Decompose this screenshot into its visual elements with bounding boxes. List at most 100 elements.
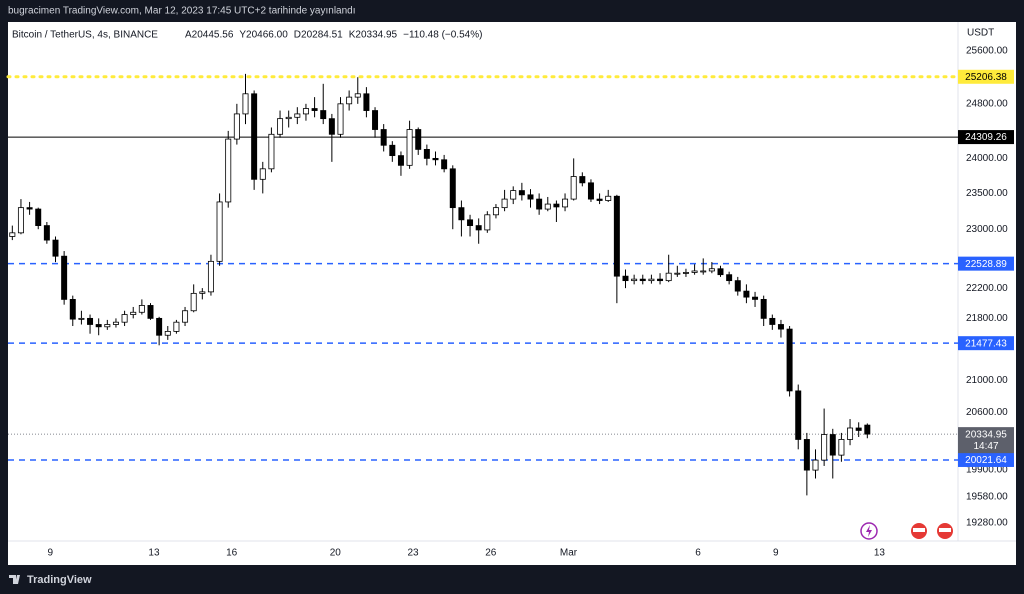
candle-body — [242, 93, 249, 115]
candle-body — [449, 168, 456, 209]
candle-body — [492, 207, 499, 216]
candle-body — [734, 280, 741, 292]
level-label: 20021.64 — [965, 455, 1007, 466]
candle-body — [363, 93, 370, 111]
candle-body — [130, 311, 137, 315]
level-label-box — [958, 256, 1014, 271]
candle-body — [95, 324, 102, 328]
candle-body — [847, 427, 854, 440]
y-tick-label: 23000.00 — [966, 224, 1008, 235]
candle-body — [562, 198, 569, 208]
candle-body — [147, 305, 154, 319]
y-tick-label: 20600.00 — [966, 407, 1008, 418]
candle-body — [233, 113, 240, 140]
x-tick-label: 26 — [485, 548, 497, 559]
candle-body — [717, 268, 724, 276]
candle-body — [173, 321, 180, 332]
y-tick-label: 19280.00 — [966, 517, 1008, 528]
candle-body — [112, 321, 119, 325]
candle-body — [35, 208, 42, 226]
x-tick-label: 13 — [148, 548, 160, 559]
x-tick-label: 9 — [48, 548, 54, 559]
candle-body — [43, 225, 50, 241]
ohlc-value: Y20466.00 — [239, 30, 288, 41]
candle-body — [829, 434, 836, 456]
events[interactable] — [860, 522, 953, 540]
candle-body — [475, 225, 482, 231]
candle-body — [9, 232, 16, 237]
candle-body — [190, 292, 197, 312]
candle-body — [786, 328, 793, 392]
candle-body — [285, 116, 292, 120]
candle-body — [674, 272, 681, 275]
candle-body — [432, 157, 439, 161]
x-tick-label: 20 — [330, 548, 342, 559]
candle-body — [104, 324, 111, 328]
x-tick-label: 23 — [407, 548, 419, 559]
candle-body — [423, 148, 430, 159]
candle-body — [795, 390, 802, 440]
candle-body — [406, 129, 413, 166]
candle-body — [743, 290, 750, 298]
candle-body — [622, 275, 629, 282]
candle-body — [372, 110, 379, 130]
candle-body — [311, 108, 318, 111]
ohlc-value: −110.48 (−0.54%) — [403, 30, 482, 41]
candle-body — [164, 330, 171, 336]
candle-body — [61, 255, 68, 300]
candle-body — [17, 207, 24, 234]
candle-body — [251, 93, 258, 180]
x-tick-label: 9 — [773, 548, 779, 559]
candle-body — [631, 278, 638, 282]
level-label: 22528.89 — [965, 259, 1007, 270]
flag-stripe — [939, 528, 951, 532]
candle-body — [769, 317, 776, 325]
candle-body — [294, 113, 301, 118]
candle-body — [855, 427, 862, 431]
candle-body — [87, 317, 94, 325]
level-label: 21477.43 — [965, 338, 1007, 349]
candle-body — [665, 272, 672, 282]
candle-body — [138, 305, 145, 313]
candle-body — [726, 274, 733, 282]
chart-panel — [8, 22, 1016, 565]
level-label: 24309.26 — [965, 132, 1007, 143]
candle-body — [864, 424, 871, 435]
ohlc-value: D20284.51 — [294, 30, 343, 41]
candle-body — [415, 129, 422, 150]
candle-body — [78, 317, 85, 320]
level-label-box — [958, 130, 1014, 145]
candle-body — [380, 129, 387, 146]
logo-text: TradingView — [27, 574, 92, 586]
y-tick-label: 25600.00 — [966, 46, 1008, 57]
candle-body — [812, 459, 819, 471]
candle-body — [467, 219, 474, 226]
candle-body — [708, 268, 715, 272]
candle-body — [441, 159, 448, 170]
candle-body — [803, 439, 810, 471]
candle-body — [648, 278, 655, 282]
candle-body — [544, 203, 551, 210]
ohlc-value: K20334.95 — [349, 30, 398, 41]
candle-body — [320, 110, 327, 120]
candle-body — [596, 198, 603, 201]
footer-logo[interactable]: TradingView — [9, 574, 92, 586]
candle-body — [605, 195, 612, 201]
candle-body — [536, 198, 543, 210]
y-tick-label: 24800.00 — [966, 98, 1008, 109]
candle-body — [682, 272, 689, 274]
candle-body — [777, 324, 784, 330]
candle-body — [838, 439, 845, 456]
candle-body — [484, 214, 491, 231]
x-tick-label: 6 — [695, 548, 701, 559]
y-tick-label: 21800.00 — [966, 313, 1008, 324]
candle-body — [700, 270, 707, 273]
candle-body — [657, 278, 664, 282]
candle-body — [518, 190, 525, 196]
candle-body — [328, 118, 335, 135]
x-tick-label: 13 — [874, 548, 886, 559]
candle-body — [639, 278, 646, 282]
candle-body — [52, 239, 59, 257]
candle-body — [121, 314, 128, 323]
